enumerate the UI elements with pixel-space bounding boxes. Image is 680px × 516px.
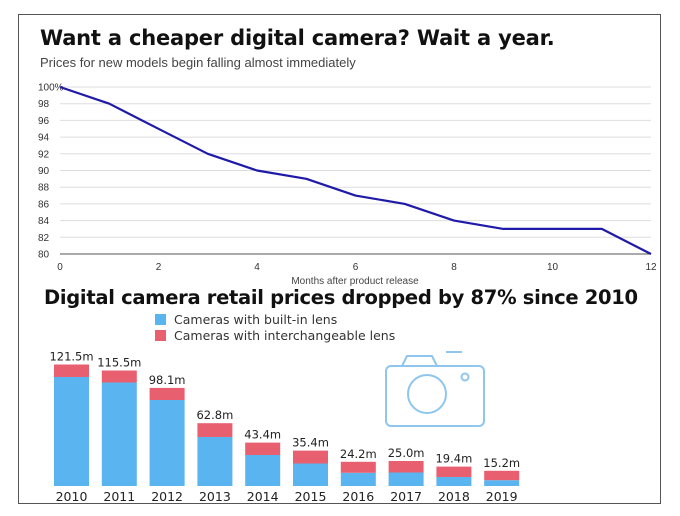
line-chart-title: Want a cheaper digital camera? Wait a ye… — [40, 26, 555, 50]
legend-label-built-in: Cameras with built-in lens — [174, 311, 338, 327]
line-x-tick-label: 4 — [254, 262, 260, 273]
bar-chart-title: Digital camera retail prices dropped by … — [44, 286, 638, 309]
legend-item-built-in: Cameras with built-in lens — [155, 311, 395, 327]
line-series-path — [59, 85, 652, 255]
line-y-tick-label: 90 — [38, 166, 50, 177]
line-chart-x-axis-label: Months after product release — [291, 276, 419, 287]
line-chart-subtitle: Prices for new models begin falling almo… — [40, 55, 356, 70]
line-y-tick-label: 82 — [38, 233, 50, 244]
line-y-tick-label: 86 — [38, 199, 50, 210]
legend-item-interchangeable: Cameras with interchangeable lens — [155, 327, 395, 343]
line-y-tick-label: 100% — [38, 83, 64, 94]
line-x-tick-label: 12 — [645, 262, 657, 273]
line-x-tick-label: 0 — [57, 262, 63, 273]
line-x-tick-label: 6 — [353, 262, 359, 273]
line-x-tick-label: 8 — [451, 262, 457, 273]
line-chart-x-ticks: 0 2 4 6 8 10 12 — [57, 262, 657, 273]
line-y-tick-label: 96 — [38, 116, 50, 127]
line-y-tick-label: 88 — [38, 183, 50, 194]
line-y-tick-label: 94 — [38, 133, 50, 144]
line-y-tick-label: 92 — [38, 149, 50, 160]
line-chart-y-ticks: 80 82 84 86 88 90 92 94 96 98 100% — [38, 83, 64, 261]
legend-label-interchangeable: Cameras with interchangeable lens — [174, 327, 396, 343]
line-chart-grid — [60, 86, 651, 255]
legend-swatch-interchangeable — [155, 329, 166, 341]
line-y-tick-label: 98 — [38, 99, 50, 110]
line-chart: 80 82 84 86 88 90 92 94 96 98 100% 0 2 4 6 8 10 12 Month… — [38, 83, 657, 288]
line-x-tick-label: 2 — [156, 262, 162, 273]
line-y-tick-label: 80 — [38, 250, 50, 261]
line-y-tick-label: 84 — [38, 216, 50, 227]
bar-chart-legend: Cameras with built-in lens Cameras with … — [155, 311, 395, 343]
legend-swatch-built-in — [155, 313, 166, 325]
line-x-tick-label: 10 — [547, 262, 559, 273]
figure-frame — [18, 14, 661, 504]
